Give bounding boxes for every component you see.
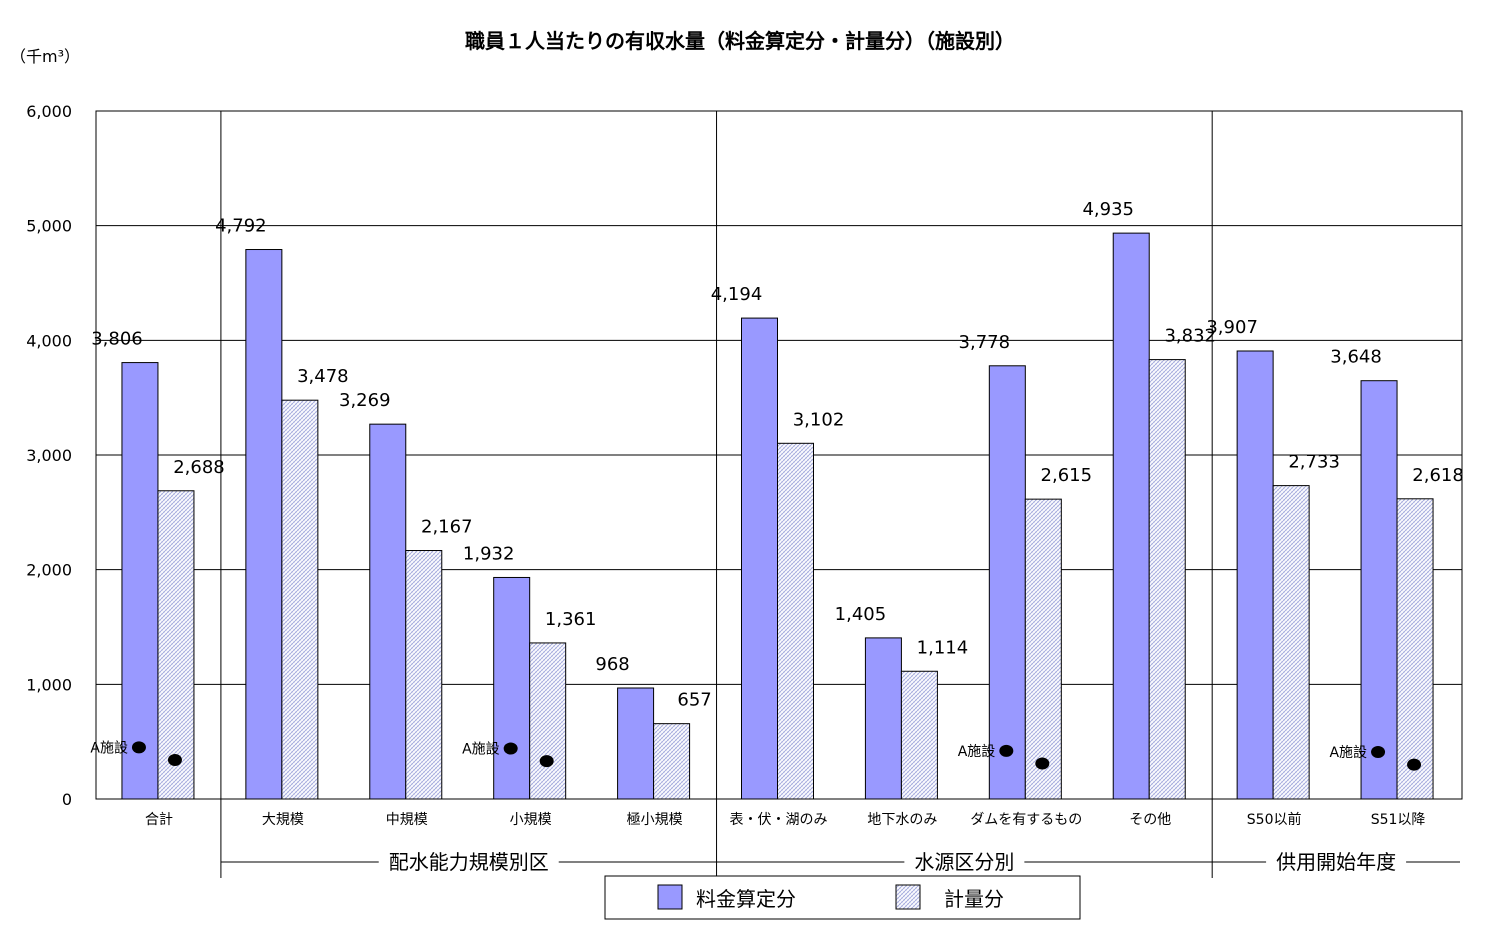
data-label: 3,907 (1206, 317, 1258, 338)
facility-label: A施設 (1329, 745, 1367, 761)
group-separators (220, 111, 1213, 878)
bar-metered (900, 670, 938, 800)
bar-metered (405, 550, 443, 800)
x-category-label: S50以前 (1247, 811, 1302, 828)
facility-marker (539, 755, 554, 768)
y-tick-label: 5,000 (26, 217, 72, 236)
bar-rate (1112, 232, 1150, 800)
bar-rate (369, 423, 407, 800)
bar-rate (121, 362, 159, 800)
bar-metered (157, 490, 195, 800)
bar-metered (1396, 498, 1434, 800)
data-label: 3,778 (959, 332, 1011, 353)
x-axis-category-labels: 合計 大規模 中規模 小規模 極小規模 表・伏・湖のみ 地下水のみ ダムを有するもの その他 S5… (145, 811, 1425, 828)
y-tick-label: 6,000 (26, 102, 72, 121)
data-label: 3,102 (793, 409, 845, 430)
facility-marker (167, 754, 182, 767)
y-tick-label: 3,000 (26, 446, 72, 465)
data-label: 968 (595, 654, 629, 675)
data-label: 2,618 (1412, 465, 1464, 486)
bar-rate (617, 687, 655, 800)
bar-rate (864, 637, 902, 800)
bar-metered (281, 399, 319, 800)
x-category-label: 表・伏・湖のみ (730, 812, 828, 828)
legend: 料金算定分 計量分 (604, 875, 1081, 920)
data-label: 3,648 (1330, 347, 1382, 368)
group-labels: 配水能力規模別区 水源区分別 供用開始年度 (220, 850, 1460, 874)
bar-metered (1148, 359, 1186, 800)
data-label: 1,932 (463, 543, 515, 564)
data-label: 1,361 (545, 609, 597, 630)
x-category-label: 地下水のみ (867, 812, 937, 828)
x-category-label: 極小規模 (627, 812, 683, 828)
data-label: 2,167 (421, 517, 473, 538)
facility-marker (999, 744, 1014, 757)
facility-markers: A施設 A施設 A施設 A施設 (90, 740, 1422, 771)
bar-rate (245, 249, 283, 800)
facility-marker (503, 742, 518, 755)
data-label: 1,114 (917, 637, 969, 658)
bar-metered (1024, 498, 1062, 800)
data-label: 2,733 (1288, 452, 1340, 473)
y-tick-label: 1,000 (26, 675, 72, 694)
group-label: 水源区分別 (914, 850, 1014, 874)
data-labels: 3,806 2,688 4,792 3,478 3,269 2,167 1,932 1,361… (91, 199, 1464, 711)
x-category-label: その他 (1129, 812, 1171, 828)
data-label: 3,269 (339, 390, 391, 411)
data-label: 4,792 (215, 216, 267, 237)
facility-marker (1407, 758, 1422, 771)
facility-label: A施設 (90, 740, 128, 756)
facility-marker (131, 741, 146, 754)
y-tick-label: 2,000 (26, 561, 72, 580)
legend-label-metered: 計量分 (944, 887, 1004, 911)
bar-metered (777, 442, 814, 800)
x-category-label: S51以降 (1371, 812, 1426, 828)
facility-label: A施設 (462, 742, 500, 758)
facility-marker (1035, 757, 1050, 770)
data-label: 657 (677, 690, 711, 711)
data-label: 1,405 (835, 604, 887, 625)
y-axis-ticks: 0 1,000 2,000 3,000 4,000 5,000 6,000 (26, 102, 72, 809)
bar-metered (1272, 485, 1310, 800)
x-category-label: 合計 (145, 812, 173, 828)
group-label: 供用開始年度 (1276, 850, 1396, 874)
bars (121, 232, 1434, 800)
legend-swatch-rate (657, 884, 683, 910)
x-category-label: 大規模 (262, 812, 304, 828)
legend-swatch-metered (895, 884, 921, 910)
chart-title: 職員１人当たりの有収水量（料金算定分・計量分）（施設別） (465, 29, 1015, 53)
x-category-label: 中規模 (386, 812, 428, 828)
y-tick-label: 4,000 (26, 331, 72, 350)
data-label: 3,832 (1164, 326, 1216, 347)
facility-marker (1371, 745, 1386, 758)
bar-metered (529, 642, 567, 800)
data-label: 3,478 (297, 366, 349, 387)
legend-box (604, 875, 1081, 920)
data-label: 4,935 (1082, 199, 1134, 220)
bar-rate (1360, 380, 1398, 800)
facility-label: A施設 (958, 744, 996, 760)
data-label: 4,194 (711, 284, 763, 305)
bar-rate (1236, 350, 1274, 800)
group-label: 配水能力規模別区 (389, 850, 549, 874)
bar-rate (988, 365, 1026, 800)
bar-rate (741, 317, 778, 800)
x-category-label: ダムを有するもの (970, 812, 1082, 828)
data-label: 2,615 (1041, 465, 1093, 486)
data-label: 2,688 (173, 457, 225, 478)
data-label: 3,806 (91, 329, 143, 350)
legend-label-rate: 料金算定分 (696, 887, 796, 911)
y-axis-unit-label: （千m³） (10, 47, 80, 66)
bar-rate (493, 576, 531, 800)
bar-metered (653, 723, 691, 800)
y-tick-label: 0 (62, 790, 72, 809)
x-category-label: 小規模 (510, 812, 552, 828)
